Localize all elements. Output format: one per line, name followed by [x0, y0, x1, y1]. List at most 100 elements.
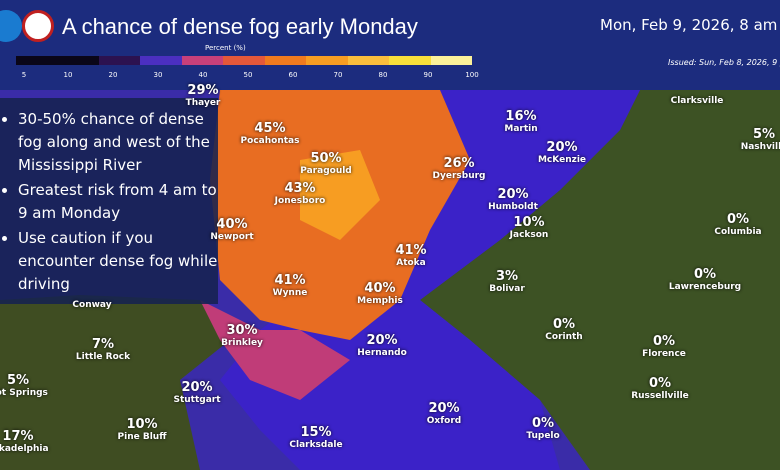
city-name: Thayer	[185, 98, 221, 108]
city-name: Atoka	[396, 258, 426, 268]
legend-tick: 60	[288, 71, 298, 79]
city-percent: 20%	[181, 380, 213, 395]
city-label: 10% Pine Bluff	[118, 418, 167, 443]
city-label: 43% Jonesboro	[275, 182, 326, 207]
city-percent: 3%	[495, 269, 519, 284]
city-name: Florence	[642, 349, 686, 359]
city-percent: 0%	[552, 317, 576, 332]
city-percent: 10%	[513, 215, 545, 230]
city-name: Nashville	[740, 142, 780, 152]
city-name: Martin	[504, 124, 538, 134]
city-label: 41% Wynne	[273, 274, 308, 299]
city-percent: 17%	[2, 429, 34, 444]
legend-swatch	[264, 56, 307, 65]
city-name: Pine Bluff	[117, 432, 167, 442]
city-percent: 0%	[531, 416, 555, 431]
city-name: Bolivar	[489, 284, 525, 294]
city-name: Hernando	[357, 348, 407, 358]
city-percent: 0%	[648, 376, 672, 391]
city-label: 0% Russellville	[631, 377, 689, 402]
red-edge	[200, 300, 350, 400]
valid-time: Mon, Feb 9, 2026, 8 am C	[600, 16, 780, 34]
legend-swatch	[347, 56, 390, 65]
city-label: 26% Dyersburg	[433, 157, 486, 182]
city-label: 40% Memphis	[357, 282, 403, 307]
city-percent: 20%	[497, 187, 529, 202]
city-label: 0% Lawrenceburg	[669, 268, 741, 293]
city-name: Columbia	[714, 227, 762, 237]
legend-tick: 10	[63, 71, 73, 79]
city-name: Jonesboro	[274, 196, 326, 206]
city-name: Stuttgart	[173, 395, 221, 405]
city-label: 41% Atoka	[395, 244, 426, 269]
city-percent: 16%	[505, 109, 537, 124]
city-percent: 40%	[216, 217, 248, 232]
city-label: 29% Thayer	[186, 84, 221, 109]
city-label: 5%Hot Springs	[0, 374, 48, 399]
city-percent: 20%	[546, 140, 578, 155]
city-percent: 7%	[91, 337, 115, 352]
city-label: Clarksville	[671, 96, 724, 107]
city-percent: 20%	[428, 401, 460, 416]
city-label: 16% Martin	[504, 110, 537, 135]
city-label: 5%Nashville	[741, 128, 780, 153]
noaa-logo	[0, 10, 22, 42]
city-label: 0% Columbia	[714, 213, 761, 238]
city-percent: 0%	[693, 267, 717, 282]
city-name: McKenzie	[537, 155, 587, 165]
city-percent: 45%	[254, 121, 286, 136]
city-name: Oxford	[426, 416, 462, 426]
city-label: 17%Arkadelphia	[0, 430, 49, 455]
city-percent: 0%	[652, 334, 676, 349]
city-percent: 5%	[6, 373, 30, 388]
legend-tick: 80	[378, 71, 388, 79]
city-percent: 41%	[395, 243, 427, 258]
green-region-west	[0, 295, 230, 470]
city-name: Memphis	[357, 296, 403, 306]
city-label: 20% Hernando	[357, 334, 407, 359]
legend-swatch	[181, 56, 224, 65]
city-name: Jackson	[509, 230, 549, 240]
city-percent: 26%	[443, 156, 475, 171]
city-name: Wynne	[272, 288, 308, 298]
city-name: Lawrenceburg	[668, 282, 742, 292]
legend-tick: 90	[423, 71, 433, 79]
info-panel: 30-50% chance of dense fog along and wes…	[0, 98, 218, 304]
city-percent: 40%	[364, 281, 396, 296]
city-percent: 30%	[226, 323, 258, 338]
legend-tick: 30	[153, 71, 163, 79]
yellow-patch	[300, 150, 380, 240]
city-name: Clarksville	[670, 96, 724, 106]
city-label: 0% Tupelo	[526, 417, 559, 442]
legend-swatch	[16, 56, 99, 65]
city-label: 0% Corinth	[545, 318, 582, 343]
legend-swatch	[430, 56, 472, 65]
city-percent: 43%	[284, 181, 316, 196]
header-banner: A chance of dense fog early Monday Mon, …	[0, 0, 780, 90]
city-name: Hot Springs	[0, 388, 48, 398]
legend-swatch	[306, 56, 348, 65]
city-label: 15% Clarksdale	[289, 426, 342, 451]
city-name: Humboldt	[488, 202, 538, 212]
city-percent: 15%	[300, 425, 332, 440]
city-name: Dyersburg	[432, 171, 486, 181]
legend-tick: 40	[198, 71, 208, 79]
city-label: 20% McKenzie	[538, 141, 586, 166]
city-label: 7% Little Rock	[76, 338, 130, 363]
nws-logo	[22, 10, 54, 42]
legend-swatch	[389, 56, 431, 65]
legend-tick: 20	[108, 71, 118, 79]
city-label: 20% Humboldt	[488, 188, 538, 213]
city-name: Little Rock	[75, 352, 131, 362]
city-name: Pocahontas	[240, 136, 300, 146]
legend-tick: 100	[465, 71, 479, 79]
city-label: 30% Brinkley	[221, 324, 263, 349]
city-label: 50% Paragould	[300, 152, 352, 177]
city-name: Arkadelphia	[0, 444, 49, 454]
city-label: 20% Oxford	[427, 402, 461, 427]
city-percent: 50%	[310, 151, 342, 166]
city-name: Corinth	[545, 332, 583, 342]
city-name: Brinkley	[221, 338, 263, 348]
legend-tick: 50	[243, 71, 253, 79]
legend-swatch	[140, 56, 182, 65]
